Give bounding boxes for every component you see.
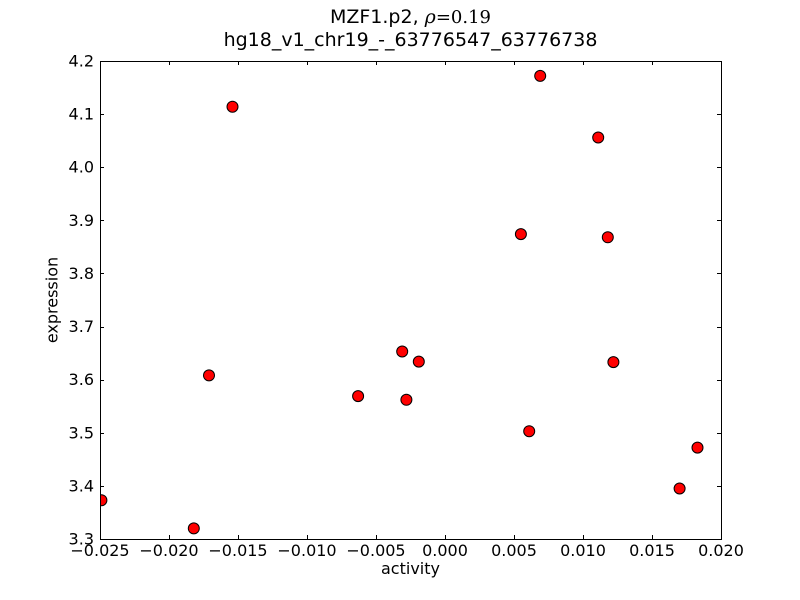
data-point [691, 441, 704, 454]
tick-marks-group [100, 61, 722, 540]
y-tick-label: 3.4 [69, 476, 94, 495]
y-tick-label: 3.3 [69, 530, 94, 549]
data-point [592, 131, 605, 144]
y-tick-label: 3.8 [69, 264, 94, 283]
y-tick-label: 4.1 [69, 105, 94, 124]
y-axis-label: expression [42, 256, 62, 344]
data-point [607, 356, 620, 369]
y-tick-label: 3.7 [69, 317, 94, 336]
data-point [601, 231, 614, 244]
x-axis-label: activity [381, 559, 440, 578]
plot-title-text: MZF1.p2, [329, 6, 425, 28]
axes-spines [100, 61, 722, 540]
y-tick-label: 4.0 [69, 158, 94, 177]
x-tick-label: −0.015 [208, 541, 267, 560]
data-point [203, 369, 215, 382]
data-point [400, 393, 413, 406]
x-tick-label: 0.015 [629, 541, 675, 560]
x-tick-label: 0.020 [698, 541, 744, 560]
x-tick-label: −0.025 [70, 541, 129, 560]
x-tick-label: 0.000 [422, 541, 468, 560]
data-point [352, 390, 365, 403]
rho-value: =0.19 [435, 7, 492, 28]
plot-title: MZF1.p2, ρ=0.19 [100, 6, 721, 29]
data-point [187, 522, 200, 535]
data-point [412, 355, 425, 368]
x-tick-label: 0.005 [491, 541, 537, 560]
y-tick-label: 3.5 [69, 423, 94, 442]
data-point [226, 100, 239, 113]
x-tick-label: −0.010 [277, 541, 336, 560]
x-tick-label: −0.020 [139, 541, 198, 560]
x-tick-label: −0.005 [346, 541, 405, 560]
data-point [673, 482, 686, 495]
data-point [523, 425, 536, 438]
y-tick-label: 3.6 [69, 370, 94, 389]
data-point [396, 345, 409, 358]
data-points-group [100, 69, 704, 535]
data-point [100, 494, 108, 507]
rho-symbol: ρ [424, 6, 436, 28]
x-tick-label: 0.010 [560, 541, 606, 560]
data-point [514, 228, 527, 241]
plot-subtitle: hg18_v1_chr19_-_63776547_63776738 [223, 29, 598, 51]
data-point [534, 69, 547, 82]
y-tick-label: 3.9 [69, 211, 94, 230]
y-tick-label: 4.2 [69, 52, 94, 71]
